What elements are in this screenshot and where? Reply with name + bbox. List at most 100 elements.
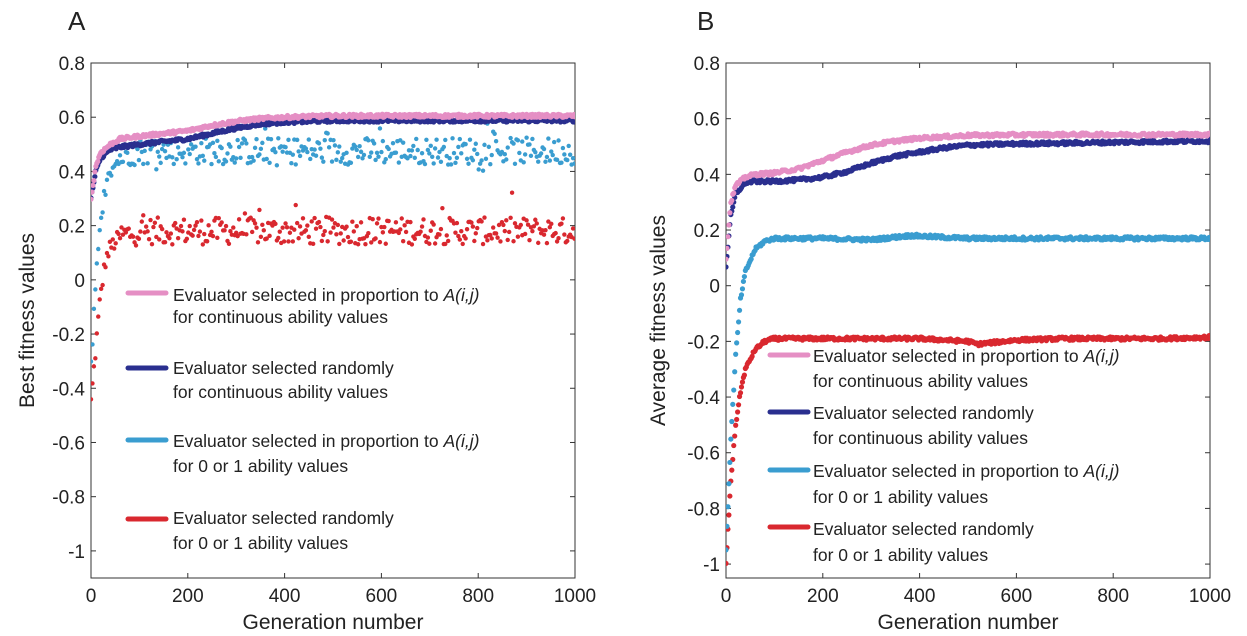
data-point xyxy=(273,149,278,155)
data-point xyxy=(424,137,429,142)
data-point xyxy=(190,233,195,238)
data-point xyxy=(437,232,442,237)
data-point xyxy=(321,232,326,238)
data-point xyxy=(181,217,187,222)
legend-text-main: Evaluator selected randomly xyxy=(813,519,1034,539)
data-point xyxy=(501,222,506,228)
data-point xyxy=(329,159,335,164)
data-point xyxy=(235,233,240,239)
data-point xyxy=(268,136,274,142)
data-point xyxy=(249,229,255,235)
data-point xyxy=(194,220,200,225)
data-point xyxy=(373,157,378,163)
data-point xyxy=(280,225,285,230)
data-point xyxy=(454,220,460,226)
data-point xyxy=(408,153,413,159)
data-point xyxy=(170,242,175,247)
data-point xyxy=(196,161,201,166)
data-point xyxy=(138,229,143,234)
legend-text-italic: A(i,j) xyxy=(1082,346,1119,366)
data-point xyxy=(512,161,518,166)
data-point xyxy=(130,234,136,239)
data-point xyxy=(249,154,255,160)
data-point xyxy=(732,433,738,439)
data-point xyxy=(531,224,537,229)
data-point xyxy=(463,141,468,147)
y-tick-label: -0.2 xyxy=(687,332,720,353)
data-point xyxy=(231,225,236,230)
legend-text-main: Evaluator selected in proportion to xyxy=(173,285,443,305)
data-point xyxy=(310,241,316,247)
data-point xyxy=(92,169,98,175)
data-point xyxy=(239,141,245,146)
x-tick-label: 800 xyxy=(1097,586,1129,607)
data-point xyxy=(470,158,476,163)
series-3 xyxy=(726,231,1210,553)
data-point xyxy=(517,150,522,156)
data-point xyxy=(145,229,150,234)
data-point xyxy=(322,228,327,234)
data-point xyxy=(296,236,301,241)
data-point xyxy=(223,223,229,229)
data-point xyxy=(260,140,265,146)
data-point xyxy=(358,220,364,225)
data-point xyxy=(509,190,515,195)
data-point xyxy=(200,242,206,247)
data-point xyxy=(348,239,354,244)
data-point xyxy=(260,222,265,228)
data-point xyxy=(351,229,357,234)
data-point xyxy=(479,158,484,163)
legend-entry-line1: Evaluator selected in proportion to A(i,… xyxy=(173,285,479,305)
data-point xyxy=(525,222,531,227)
data-point xyxy=(466,161,471,166)
data-point xyxy=(252,145,258,151)
data-point xyxy=(146,236,152,242)
data-point xyxy=(193,144,198,149)
data-point xyxy=(495,235,500,240)
data-point xyxy=(334,157,339,162)
data-point xyxy=(152,220,158,225)
data-point xyxy=(418,229,423,234)
data-point xyxy=(257,207,262,213)
data-point xyxy=(255,240,261,245)
data-point xyxy=(480,168,486,173)
data-point xyxy=(112,246,117,251)
data-point xyxy=(339,155,345,161)
data-point xyxy=(213,154,219,160)
data-point xyxy=(209,229,214,235)
data-point xyxy=(117,153,123,158)
data-point xyxy=(210,233,216,239)
y-tick-label: 0 xyxy=(709,277,720,298)
data-point xyxy=(488,162,493,167)
data-point xyxy=(234,156,239,161)
legend-text-main: Evaluator selected randomly xyxy=(173,508,394,528)
data-point xyxy=(437,149,442,155)
data-point xyxy=(151,224,156,230)
data-point xyxy=(560,216,566,221)
plot-area xyxy=(726,130,1210,567)
data-point xyxy=(734,416,740,423)
x-tick-label: 1000 xyxy=(554,586,596,607)
data-point xyxy=(469,220,474,225)
data-point xyxy=(441,144,447,150)
data-point xyxy=(199,141,204,146)
y-tick-label: 0.6 xyxy=(59,108,85,129)
legend-entry-line2: for 0 or 1 ability values xyxy=(813,545,988,565)
data-point xyxy=(358,149,364,154)
x-tick-label: 0 xyxy=(86,586,97,607)
y-tick-label: -0.8 xyxy=(52,488,85,509)
data-point xyxy=(222,228,227,233)
data-point xyxy=(117,236,123,241)
data-point xyxy=(536,159,541,164)
data-point xyxy=(508,215,513,220)
y-axis-label: Best fitness values xyxy=(16,233,39,408)
data-point xyxy=(228,229,233,234)
data-point xyxy=(554,157,560,163)
data-point xyxy=(258,234,264,239)
data-point xyxy=(332,143,338,148)
data-point xyxy=(297,153,303,159)
data-point xyxy=(488,232,493,238)
y-tick-label: -1 xyxy=(703,555,720,576)
data-point xyxy=(318,224,323,230)
data-point xyxy=(136,236,142,242)
